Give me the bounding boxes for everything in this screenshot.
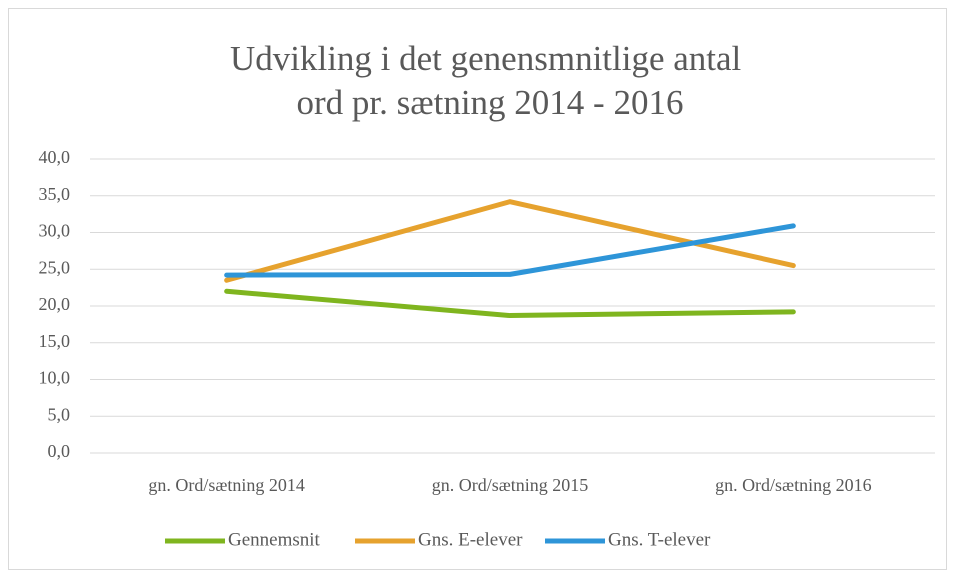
series-line xyxy=(224,223,796,278)
x-tick-label: gn. Ord/sætning 2016 xyxy=(715,475,872,495)
y-tick-label: 5,0 xyxy=(48,404,71,424)
title-line: ord pr. sætning 2014 - 2016 xyxy=(297,83,684,122)
legend-label: Gns. T-elever xyxy=(608,529,711,550)
y-tick-label: 35,0 xyxy=(39,184,71,204)
series-line xyxy=(224,288,796,319)
y-tick-label: 25,0 xyxy=(39,257,71,277)
y-tick-label: 10,0 xyxy=(39,368,71,388)
x-tick-label: gn. Ord/sætning 2014 xyxy=(148,475,305,495)
y-tick-label: 15,0 xyxy=(39,331,71,351)
y-tick-label: 40,0 xyxy=(39,147,71,167)
y-tick-label: 30,0 xyxy=(39,221,71,241)
chart-border xyxy=(8,8,947,570)
legend-label: Gns. E-elever xyxy=(418,529,523,550)
x-tick-label: gn. Ord/sætning 2015 xyxy=(432,475,589,495)
y-tick-label: 20,0 xyxy=(39,294,71,314)
legend-label: Gennemsnit xyxy=(228,529,321,550)
title-line: Udvikling i det genensmnitlige antal xyxy=(230,39,742,78)
chart-title: Udvikling i det genensmnitlige antal ord… xyxy=(230,39,750,122)
y-tick-label: 0,0 xyxy=(48,441,71,461)
